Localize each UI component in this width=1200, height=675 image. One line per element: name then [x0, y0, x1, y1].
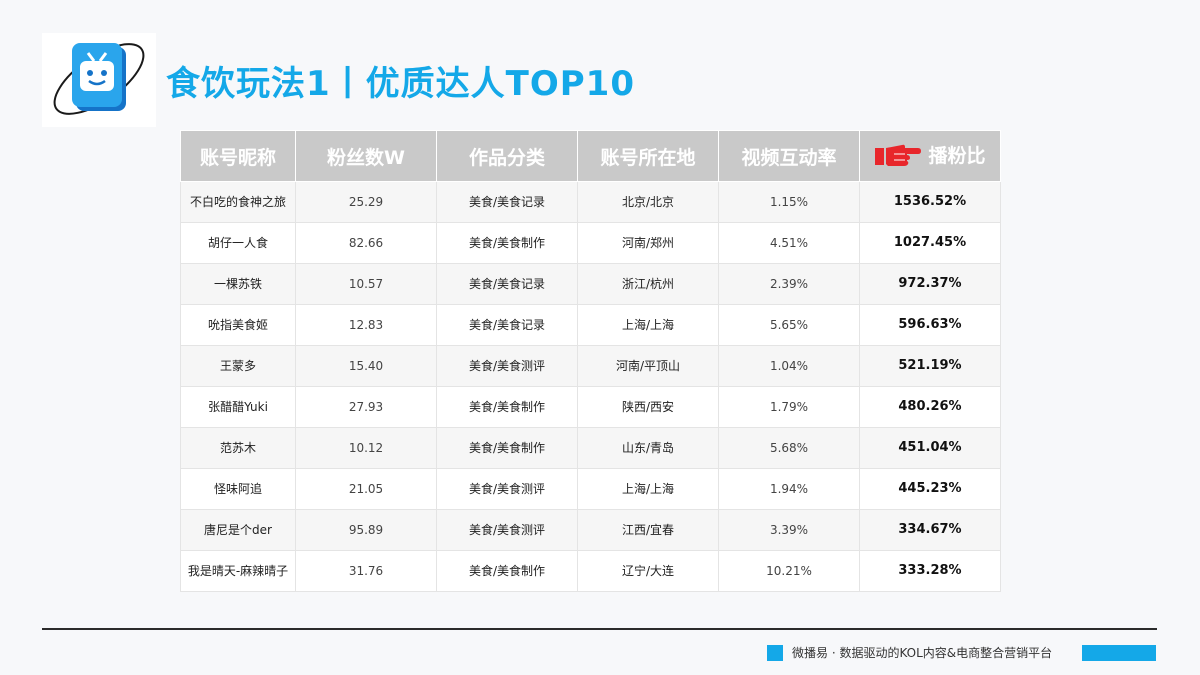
cell-nickname: 怪味阿追	[180, 468, 296, 510]
cell-category: 美食/美食记录	[436, 181, 578, 223]
table-row: 我是晴天-麻辣晴子 31.76 美食/美食制作 辽宁/大连 10.21% 333…	[180, 550, 1001, 592]
cell-location: 辽宁/大连	[577, 550, 719, 592]
footer-accent-bar	[1082, 645, 1156, 661]
table-row: 不白吃的食神之旅 25.29 美食/美食记录 北京/北京 1.15% 1536.…	[180, 181, 1001, 223]
cell-nickname: 张醋醋Yuki	[180, 386, 296, 428]
cell-nickname: 范苏木	[180, 427, 296, 469]
cell-nickname: 一棵苏铁	[180, 263, 296, 305]
cell-nickname: 吮指美食姬	[180, 304, 296, 346]
cell-location: 江西/宜春	[577, 509, 719, 551]
tv-logo-icon	[42, 33, 156, 127]
cell-category: 美食/美食制作	[436, 550, 578, 592]
cell-location: 河南/郑州	[577, 222, 719, 264]
footer-tagline: 微播易 · 数据驱动的KOL内容&电商整合营销平台	[792, 646, 1053, 660]
column-header-location: 账号所在地	[577, 130, 719, 182]
cell-play-fan-ratio: 1027.45%	[859, 222, 1001, 264]
cell-category: 美食/美食制作	[436, 222, 578, 264]
cell-fans: 21.05	[295, 468, 437, 510]
column-header-play-fan-ratio: 播粉比	[859, 130, 1001, 182]
cell-location: 河南/平顶山	[577, 345, 719, 387]
cell-fans: 15.40	[295, 345, 437, 387]
cell-engagement-rate: 1.15%	[718, 181, 860, 223]
cell-engagement-rate: 5.68%	[718, 427, 860, 469]
cell-category: 美食/美食制作	[436, 386, 578, 428]
cell-play-fan-ratio: 451.04%	[859, 427, 1001, 469]
cell-category: 美食/美食测评	[436, 345, 578, 387]
cell-category: 美食/美食记录	[436, 304, 578, 346]
column-header-fans: 粉丝数W	[295, 130, 437, 182]
cell-category: 美食/美食测评	[436, 509, 578, 551]
cell-nickname: 我是晴天-麻辣晴子	[180, 550, 296, 592]
footer-divider	[42, 628, 1157, 630]
ratio-header-label: 播粉比	[928, 144, 986, 167]
table-row: 怪味阿追 21.05 美食/美食测评 上海/上海 1.94% 445.23%	[180, 468, 1001, 510]
cell-nickname: 不白吃的食神之旅	[180, 181, 296, 223]
cell-category: 美食/美食记录	[436, 263, 578, 305]
cell-location: 上海/上海	[577, 468, 719, 510]
cell-location: 上海/上海	[577, 304, 719, 346]
cell-category: 美食/美食测评	[436, 468, 578, 510]
cell-fans: 82.66	[295, 222, 437, 264]
cell-engagement-rate: 1.04%	[718, 345, 860, 387]
table-row: 唐尼是个der 95.89 美食/美食测评 江西/宜春 3.39% 334.67…	[180, 509, 1001, 551]
cell-fans: 10.57	[295, 263, 437, 305]
table-row: 一棵苏铁 10.57 美食/美食记录 浙江/杭州 2.39% 972.37%	[180, 263, 1001, 305]
cell-play-fan-ratio: 445.23%	[859, 468, 1001, 510]
cell-play-fan-ratio: 334.67%	[859, 509, 1001, 551]
cell-nickname: 胡仔一人食	[180, 222, 296, 264]
table-row: 吮指美食姬 12.83 美食/美食记录 上海/上海 5.65% 596.63%	[180, 304, 1001, 346]
cell-fans: 25.29	[295, 181, 437, 223]
cell-engagement-rate: 5.65%	[718, 304, 860, 346]
cell-nickname: 王蒙多	[180, 345, 296, 387]
column-header-engagement-rate: 视频互动率	[718, 130, 860, 182]
cell-play-fan-ratio: 596.63%	[859, 304, 1001, 346]
cell-fans: 27.93	[295, 386, 437, 428]
cell-play-fan-ratio: 972.37%	[859, 263, 1001, 305]
cell-location: 山东/青岛	[577, 427, 719, 469]
cell-fans: 10.12	[295, 427, 437, 469]
cell-engagement-rate: 10.21%	[718, 550, 860, 592]
cell-play-fan-ratio: 521.19%	[859, 345, 1001, 387]
table-row: 范苏木 10.12 美食/美食制作 山东/青岛 5.68% 451.04%	[180, 427, 1001, 469]
pointing-hand-icon	[874, 141, 922, 172]
cell-nickname: 唐尼是个der	[180, 509, 296, 551]
cell-engagement-rate: 1.94%	[718, 468, 860, 510]
cell-engagement-rate: 3.39%	[718, 509, 860, 551]
cell-engagement-rate: 4.51%	[718, 222, 860, 264]
table-header-row: 账号昵称 粉丝数W 作品分类 账号所在地 视频互动率 播粉比	[180, 130, 1001, 182]
cell-category: 美食/美食制作	[436, 427, 578, 469]
influencer-table: 账号昵称 粉丝数W 作品分类 账号所在地 视频互动率 播粉比 不白吃的食神之旅 …	[180, 130, 1001, 592]
column-header-nickname: 账号昵称	[180, 130, 296, 182]
cell-play-fan-ratio: 480.26%	[859, 386, 1001, 428]
cell-fans: 12.83	[295, 304, 437, 346]
page-title: 食饮玩法1丨优质达人TOP10	[166, 64, 635, 104]
cell-play-fan-ratio: 1536.52%	[859, 181, 1001, 223]
cell-fans: 95.89	[295, 509, 437, 551]
footer-accent-square	[767, 645, 783, 661]
table-row: 王蒙多 15.40 美食/美食测评 河南/平顶山 1.04% 521.19%	[180, 345, 1001, 387]
cell-fans: 31.76	[295, 550, 437, 592]
cell-location: 陕西/西安	[577, 386, 719, 428]
cell-engagement-rate: 2.39%	[718, 263, 860, 305]
cell-play-fan-ratio: 333.28%	[859, 550, 1001, 592]
cell-engagement-rate: 1.79%	[718, 386, 860, 428]
table-row: 张醋醋Yuki 27.93 美食/美食制作 陕西/西安 1.79% 480.26…	[180, 386, 1001, 428]
table-row: 胡仔一人食 82.66 美食/美食制作 河南/郑州 4.51% 1027.45%	[180, 222, 1001, 264]
cell-location: 浙江/杭州	[577, 263, 719, 305]
cell-location: 北京/北京	[577, 181, 719, 223]
column-header-category: 作品分类	[436, 130, 578, 182]
